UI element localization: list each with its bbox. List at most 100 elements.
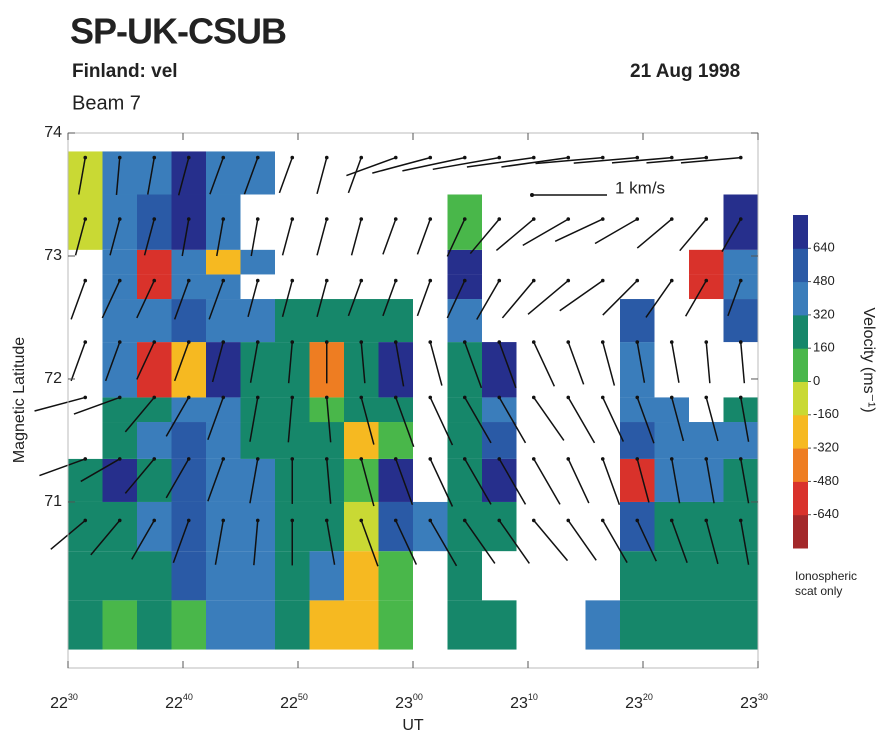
cell [344, 501, 379, 552]
cell [344, 299, 379, 343]
x-tick-hour: 23 [740, 695, 758, 712]
vector-origin [255, 217, 260, 221]
vector-origin [497, 518, 502, 523]
x-tick-label: 2230 [50, 692, 78, 712]
date: 21 Aug 1998 [630, 61, 740, 82]
vector [527, 280, 569, 315]
colorbar-tick-label: 480 [813, 273, 835, 288]
vector-origin [359, 155, 364, 160]
vector-origin [83, 217, 88, 221]
vector-origin [393, 278, 398, 283]
x-tick-label: 2330 [740, 692, 768, 712]
vector-origin [186, 518, 191, 523]
vector-origin [704, 518, 709, 523]
vector-origin [531, 340, 536, 344]
vector [39, 458, 86, 477]
cell [171, 551, 206, 601]
vector [173, 341, 190, 382]
vector-origin [359, 217, 364, 221]
colorbar-band [793, 381, 808, 416]
colorbar-tick-label: -160 [813, 406, 839, 421]
subtitle: Finland: vel [72, 61, 178, 82]
cell [240, 458, 275, 502]
vector-origin [738, 518, 743, 523]
vector-origin [738, 457, 743, 461]
cell [654, 551, 689, 601]
cell [689, 249, 724, 275]
colorbar-tick-label: -640 [813, 506, 839, 521]
colorbar-tick-label: -480 [813, 473, 839, 488]
cell [275, 600, 310, 650]
cell [689, 501, 724, 552]
vector [382, 280, 397, 317]
vector-scale-origin [530, 193, 534, 197]
vector-origin [566, 395, 571, 400]
vector [395, 341, 405, 387]
cell [344, 397, 379, 423]
vector-origin [669, 155, 674, 160]
x-tick-minutes: 00 [413, 692, 423, 702]
vector-origin [600, 518, 605, 523]
vector-origin [428, 340, 433, 344]
cell [68, 600, 103, 650]
x-tick-label: 2310 [510, 692, 538, 712]
x-tick-minutes: 10 [528, 692, 538, 702]
cell [723, 458, 758, 502]
vector-origin [635, 340, 640, 344]
x-tick-hour: 23 [510, 695, 528, 712]
vector [278, 157, 293, 194]
vector [287, 342, 293, 384]
vector-origin [704, 217, 709, 221]
cell [689, 551, 724, 601]
colorbar-tick-label: 160 [813, 340, 835, 355]
vector-origin [497, 155, 502, 160]
cell [240, 249, 275, 275]
cell [344, 342, 379, 398]
note: scat only [795, 584, 842, 598]
x-tick-minutes: 30 [758, 692, 768, 702]
vector-origin [531, 395, 536, 400]
vector-origin [669, 340, 674, 344]
colorbar-band [793, 248, 808, 283]
vector [360, 342, 366, 384]
x-tick-label: 2250 [280, 692, 308, 712]
vector [671, 520, 688, 563]
vector-scale-label: 1 km/s [615, 178, 665, 197]
cell [137, 249, 172, 275]
cell [689, 274, 724, 300]
vector-origin [359, 395, 364, 400]
vector [476, 280, 500, 320]
cell [447, 274, 482, 300]
cell [171, 299, 206, 343]
vector [740, 342, 746, 384]
vector-origin [497, 340, 502, 344]
vector-origin [186, 457, 191, 461]
vector [740, 520, 750, 565]
cell [620, 397, 655, 423]
vector-origin [462, 278, 467, 283]
vector [671, 341, 680, 383]
vector [429, 397, 454, 446]
vector [395, 520, 418, 565]
vector-origin [738, 340, 743, 344]
vector-origin [324, 155, 329, 160]
vector-origin [497, 395, 502, 400]
vector-origin [393, 340, 398, 344]
vector-origin [566, 217, 571, 221]
vector-origin [462, 155, 467, 160]
cell [482, 600, 517, 650]
vector-origin [600, 340, 605, 344]
cell [723, 501, 758, 552]
colorbar-band [793, 514, 808, 549]
vector-origin [152, 518, 157, 523]
vector [172, 520, 190, 563]
vector [316, 218, 328, 256]
cell [654, 501, 689, 552]
cell [171, 501, 206, 552]
cell [378, 551, 413, 601]
cell [68, 194, 103, 250]
x-tick-label: 2300 [395, 692, 423, 712]
vector [464, 341, 483, 389]
vector [243, 157, 259, 195]
